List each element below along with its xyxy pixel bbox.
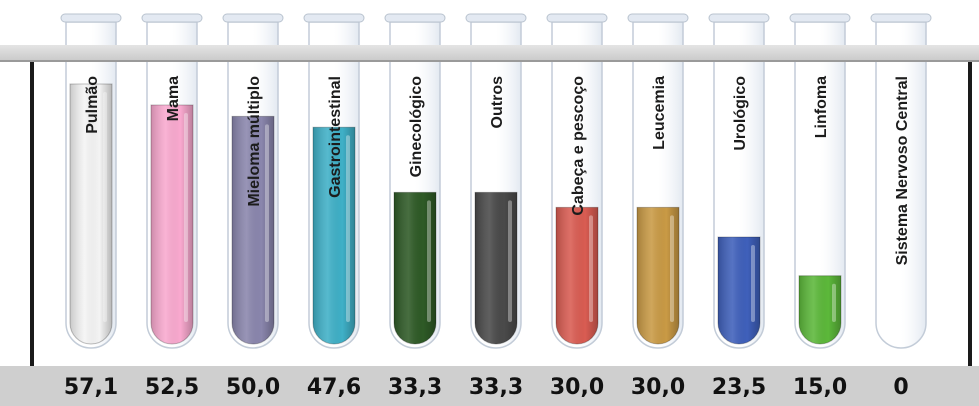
tube-labels-layer: Pulmão Mama Mieloma múltiplo Gastrointestin…: [84, 76, 911, 266]
tube-rim: [222, 13, 284, 23]
tube-value-label: 15,0: [793, 375, 847, 400]
tube-rims-layer: [60, 13, 932, 23]
tube-liquid-shade: [394, 192, 436, 344]
tube-liquid-shade: [637, 207, 679, 344]
tube-highlight: [184, 112, 188, 322]
tube-category-label: Outros: [489, 76, 506, 129]
tube-highlight: [751, 244, 755, 322]
tube-value-label: 50,0: [226, 375, 280, 400]
tube-value-label: 47,6: [307, 375, 361, 400]
rack-top-shadow: [0, 60, 979, 62]
tube-value-label: 57,1: [64, 375, 118, 400]
tube-category-label: Mieloma múltiplo: [246, 76, 263, 207]
value-strip: [0, 366, 979, 406]
tube-highlight: [265, 124, 269, 322]
tube-category-label: Pulmão: [84, 76, 101, 134]
tube-category-label: Linfoma: [813, 76, 830, 138]
tube-rim: [627, 13, 689, 23]
tube-category-label: Gastrointestinal: [327, 76, 344, 198]
tube-liquid-shade: [151, 104, 193, 344]
tube-liquid-shade: [799, 275, 841, 344]
tube-glass: [794, 21, 846, 349]
tube-liquid-shade: [718, 236, 760, 344]
tube-liquid-shade: [70, 84, 112, 344]
tube-liquid-shade: [313, 127, 355, 344]
tube-category-label: Sistema Nervoso Central: [894, 76, 911, 265]
tube-highlight: [832, 283, 836, 322]
rack-right-post: [968, 62, 972, 368]
tube-highlight: [508, 200, 512, 322]
tube-rim: [546, 13, 608, 23]
tube-value-label: 33,3: [388, 375, 442, 400]
tube-value-label: 0: [893, 375, 908, 400]
tube-value-label: 33,3: [469, 375, 523, 400]
tube-rim: [465, 13, 527, 23]
tube-category-label: Cabeça e pescoço: [570, 76, 587, 216]
tube-highlight: [589, 215, 593, 322]
rack-top-bar: [0, 45, 979, 62]
tube-value-label: 30,0: [550, 375, 604, 400]
tubes-layer: [65, 21, 927, 349]
tube-rim: [303, 13, 365, 23]
tube-category-label: Ginecológico: [408, 76, 425, 178]
tube-value-label: 52,5: [145, 375, 199, 400]
tube-highlight: [427, 200, 431, 322]
tube-glass: [875, 21, 927, 349]
tube-category-label: Urológico: [732, 76, 749, 151]
tube-liquid-shade: [556, 207, 598, 344]
tube-liquid-shade: [475, 192, 517, 344]
tube-rim: [60, 13, 122, 23]
tube-category-label: Mama: [165, 76, 182, 121]
tube-highlight: [670, 215, 674, 322]
tube-highlight: [346, 135, 350, 322]
tube-rim: [384, 13, 446, 23]
tube-rim: [870, 13, 932, 23]
tube-rim: [708, 13, 770, 23]
rack-left-post: [30, 62, 34, 368]
tube-highlight: [103, 92, 107, 322]
value-labels-layer: 57,1 52,5 50,0 47,6 33,3 33,3 30,0 30,0 23,5 15,0…: [64, 375, 909, 400]
tube-rim: [789, 13, 851, 23]
tube-value-label: 30,0: [631, 375, 685, 400]
tube-category-label: Leucemia: [651, 76, 668, 150]
tube-value-label: 23,5: [712, 375, 766, 400]
tube-liquid-shade: [232, 116, 274, 344]
tube-rim: [141, 13, 203, 23]
